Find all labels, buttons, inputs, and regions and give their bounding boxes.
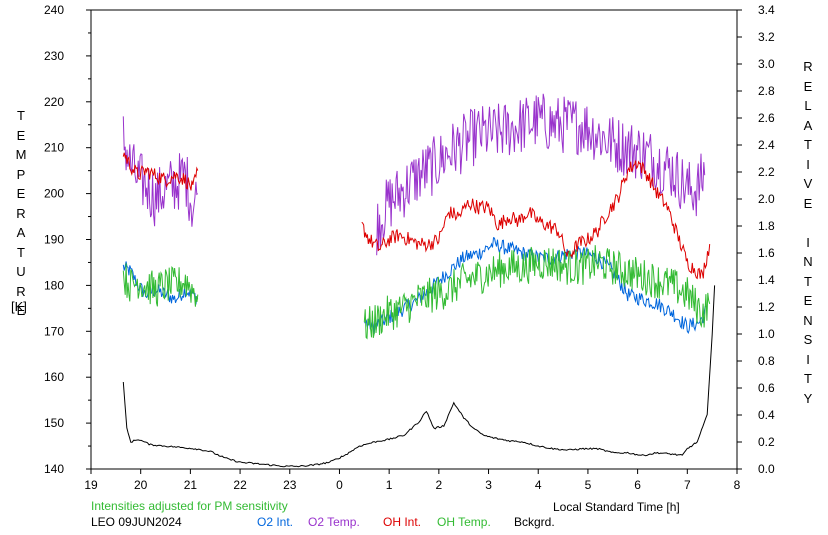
x-tick-label: 5: [585, 478, 592, 492]
axis-label-letter: [801, 213, 815, 233]
axis-label-letter: E: [16, 127, 26, 143]
y-right-tick-label: 2.2: [758, 165, 775, 179]
y-left-tick-label: 200: [44, 187, 64, 201]
y-right-tick-label: 1.2: [758, 300, 775, 314]
axis-label-letter: A: [16, 225, 26, 240]
axis-label-letter: V: [803, 176, 813, 191]
x-tick-label: 2: [436, 478, 443, 492]
axis-label-letter: T: [804, 371, 812, 386]
legend-item: O2 Int.: [257, 515, 294, 529]
series-line: [122, 263, 199, 307]
y-left-tick-label: 140: [44, 462, 64, 476]
y-left-tick-label: 180: [44, 278, 64, 292]
axis-label-letter: I: [806, 234, 810, 250]
y-right-tick-label: 2.4: [758, 138, 775, 152]
y-left-tick-label: 230: [44, 49, 64, 63]
series-lines: [122, 93, 716, 468]
x-tick-label: 1: [386, 478, 393, 492]
x-tick-label: 0: [336, 478, 343, 492]
y-left-tick-label: 190: [44, 233, 64, 247]
axis-label-letter: P: [16, 166, 26, 182]
axis-label-letter: E: [803, 78, 813, 94]
y-right-tick-label: 3.4: [758, 3, 775, 17]
legend-item: O2 Temp.: [308, 515, 360, 529]
tick-labels: 19 20 21 22 23 0 1 2 3 4 5 6 7 8140150160170180190200…: [44, 3, 775, 492]
x-tick-label: 22: [233, 478, 247, 492]
y-right-tick-label: 0.0: [758, 462, 775, 476]
axis-label-letter: T: [17, 244, 25, 260]
y-right-tick-label: 2.8: [758, 84, 775, 98]
axis-label-letter: T: [804, 273, 812, 289]
axis-label-letter: N: [803, 312, 813, 328]
series-line: [122, 261, 199, 305]
y-right-tick-label: 3.2: [758, 30, 775, 44]
series-line: [376, 93, 706, 256]
series-line: [122, 152, 199, 191]
y-right-tick-label: 0.6: [758, 381, 775, 395]
series-line: [122, 285, 716, 468]
y-left-tick-label: 160: [44, 370, 64, 384]
axis-label-letter: R: [803, 59, 813, 74]
axis-label-letter: R: [16, 283, 26, 299]
pm-sensitivity-note: Intensities adjusted for PM sensitivity: [91, 499, 288, 513]
axis-label-letter: E: [16, 303, 26, 318]
x-tick-label: 19: [84, 478, 98, 492]
axis-label-letter: E: [803, 293, 813, 308]
x-tick-label: 21: [184, 478, 198, 492]
y-left-tick-label: 210: [44, 141, 64, 155]
y-left-tick-label: 240: [44, 3, 64, 17]
x-tick-label: 23: [283, 478, 297, 492]
station-date: LEO 09JUN2024: [91, 515, 182, 529]
y-right-tick-label: 2.0: [758, 192, 775, 206]
x-tick-label: 8: [734, 478, 741, 492]
y-left-tick-label: 170: [44, 324, 64, 338]
axis-label-letter: T: [804, 137, 812, 152]
axis-ticks: [86, 9, 742, 474]
series-line: [363, 245, 711, 340]
legend-item: OH Temp.: [437, 515, 491, 529]
y-axis-left-unit: [K]: [11, 299, 27, 314]
series-line: [361, 160, 711, 280]
y-right-tick-label: 1.4: [758, 273, 775, 287]
y-right-tick-label: 1.8: [758, 219, 775, 233]
y-left-tick-label: 150: [44, 416, 64, 430]
plot-frame: [90, 9, 738, 470]
legend-item: OH Int.: [383, 515, 422, 529]
x-tick-label: 7: [684, 478, 691, 492]
y-right-tick-label: 0.4: [758, 408, 775, 422]
y-left-tick-label: 220: [44, 95, 64, 109]
axis-label-letter: T: [17, 108, 25, 123]
y-right-tick-label: 1.6: [758, 246, 775, 260]
axis-label-letter: U: [16, 264, 26, 279]
x-tick-label: 6: [634, 478, 641, 492]
axis-label-letter: A: [803, 117, 813, 133]
axis-label-letter: E: [16, 186, 26, 201]
axis-label-letter: N: [803, 254, 813, 269]
axis-label-letter: I: [806, 156, 810, 172]
x-axis-label: Local Standard Time [h]: [553, 500, 680, 514]
axis-label-letter: I: [806, 351, 810, 367]
axis-label-letter: S: [803, 332, 813, 347]
y-right-tick-label: 3.0: [758, 57, 775, 71]
y-right-tick-label: 0.8: [758, 354, 775, 368]
x-tick-label: 4: [535, 478, 542, 492]
y-right-tick-label: 1.0: [758, 327, 775, 341]
axis-label-letter: Y: [803, 390, 813, 406]
x-tick-label: 3: [485, 478, 492, 492]
y-right-tick-label: 2.6: [758, 111, 775, 125]
y-right-tick-label: 0.2: [758, 435, 775, 449]
axis-label-letter: R: [16, 205, 26, 221]
axis-label-letter: L: [804, 98, 812, 113]
x-tick-label: 20: [134, 478, 148, 492]
axis-label-letter: E: [803, 195, 813, 211]
axis-label-letter: M: [15, 147, 27, 162]
legend-item: Bckgrd.: [514, 515, 555, 529]
